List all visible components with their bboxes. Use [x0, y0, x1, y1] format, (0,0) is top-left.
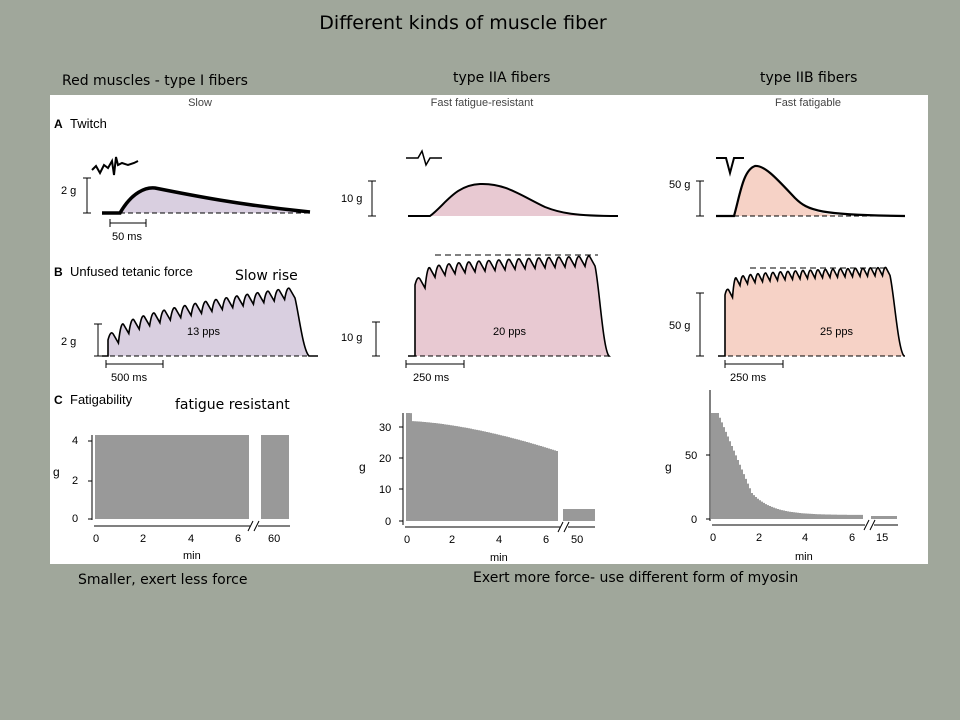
annotation-slow-rise: Slow rise: [235, 268, 298, 284]
annotation-smaller: Smaller, exert less force: [78, 572, 248, 588]
col-heading-fast-fatigable: Fast fatigable: [775, 97, 841, 109]
row-letter-b: B: [54, 265, 63, 279]
fatigue-iia-xtick-6: 6: [543, 534, 549, 546]
tetanic-iib-panel: 50 g 25 pps 250 ms: [669, 266, 905, 384]
fatigue-slow-xtick-0: 0: [93, 533, 99, 545]
fatigue-slow-xtick-4: 4: [188, 533, 194, 545]
tetanic-time-iib: 250 ms: [730, 372, 767, 384]
fatigue-slow-ytick-4: 4: [72, 435, 78, 447]
col-heading-slow: Slow: [188, 97, 212, 109]
tetanic-scale-iia: 10 g: [341, 332, 362, 344]
header-type-iib: type IIB fibers: [760, 70, 858, 86]
fatigue-slow-ytick-2: 2: [72, 475, 78, 487]
fatigue-slow-xtick-60: 60: [268, 533, 280, 545]
tetanic-rate-iia: 20 pps: [493, 326, 527, 338]
fatigue-iia-ylabel: g: [359, 460, 366, 474]
fatigue-iib-xtick-15: 15: [876, 532, 888, 544]
row-label-twitch: Twitch: [70, 116, 107, 131]
fatigue-iib-ylabel: g: [665, 460, 672, 474]
twitch-time-slow: 50 ms: [112, 231, 142, 243]
twitch-iib-panel: 50 g: [669, 157, 906, 218]
fatigue-iia-xtick-2: 2: [449, 534, 455, 546]
twitch-scale-iib: 50 g: [669, 179, 690, 191]
tetanic-rate-iib: 25 pps: [820, 326, 854, 338]
tetanic-iia-panel: 10 g 20 pps 250 ms: [341, 254, 611, 384]
muscle-fiber-figure: Slow Fast fatigue-resistant Fast fatigab…: [50, 95, 928, 564]
twitch-scale-slow: 2 g: [61, 185, 76, 197]
header-type-i: Red muscles - type I fibers: [62, 73, 248, 89]
annotation-fatigue-resistant: fatigue resistant: [175, 397, 290, 413]
tetanic-time-iia: 250 ms: [413, 372, 450, 384]
twitch-slow-panel: 2 g 50 ms: [61, 156, 311, 243]
fatigue-slow-xtick-2: 2: [140, 533, 146, 545]
fatigue-iib-xtick-2: 2: [756, 532, 762, 544]
slide-title: Different kinds of muscle fiber: [319, 12, 607, 34]
row-letter-c: C: [54, 393, 63, 407]
fatigue-iia-panel: 30 20 10 0 g 0 2 4 6 50 min: [359, 413, 595, 564]
row-label-fatigability: Fatigability: [70, 392, 133, 407]
fatigue-iia-xtick-4: 4: [496, 534, 502, 546]
fatigue-iia-ytick-0: 0: [385, 516, 391, 528]
fatigue-iib-ytick-50: 50: [685, 450, 697, 462]
fatigue-slow-xlabel: min: [183, 550, 201, 562]
col-heading-fast-resistant: Fast fatigue-resistant: [431, 97, 534, 109]
fatigue-iia-ytick-20: 20: [379, 453, 391, 465]
fatigue-iia-xtick-0: 0: [404, 534, 410, 546]
tetanic-slow-panel: 2 g 13 pps 500 ms: [61, 287, 318, 384]
tetanic-rate-slow: 13 pps: [187, 326, 221, 338]
fatigue-iib-panel: 50 0 g 0 2 4 6 15 min: [665, 390, 898, 563]
twitch-iia-panel: 10 g: [341, 149, 619, 217]
row-label-tetanic: Unfused tetanic force: [70, 264, 193, 279]
tetanic-scale-slow: 2 g: [61, 336, 76, 348]
fatigue-iia-xlabel: min: [490, 552, 508, 564]
header-type-iia: type IIA fibers: [453, 70, 551, 86]
fatigue-iib-xtick-6: 6: [849, 532, 855, 544]
fatigue-iib-xtick-4: 4: [802, 532, 808, 544]
fatigue-slow-ylabel: g: [53, 465, 60, 479]
fatigue-iia-xtick-50: 50: [571, 534, 583, 546]
tetanic-scale-iib: 50 g: [669, 320, 690, 332]
fatigue-iia-ytick-30: 30: [379, 422, 391, 434]
fatigue-iia-ytick-10: 10: [379, 484, 391, 496]
fatigue-iib-ytick-0: 0: [691, 514, 697, 526]
fatigue-slow-xtick-6: 6: [235, 533, 241, 545]
annotation-exert-more: Exert more force- use different form of …: [473, 570, 799, 586]
fatigue-slow-ytick-0: 0: [72, 513, 78, 525]
fatigue-slow-panel: 4 2 0 g 0 2 4 6 60 min: [53, 435, 290, 562]
fatigue-iib-xlabel: min: [795, 551, 813, 563]
row-letter-a: A: [54, 117, 63, 131]
twitch-scale-iia: 10 g: [341, 193, 362, 205]
fatigue-iib-xtick-0: 0: [710, 532, 716, 544]
tetanic-time-slow: 500 ms: [111, 372, 148, 384]
